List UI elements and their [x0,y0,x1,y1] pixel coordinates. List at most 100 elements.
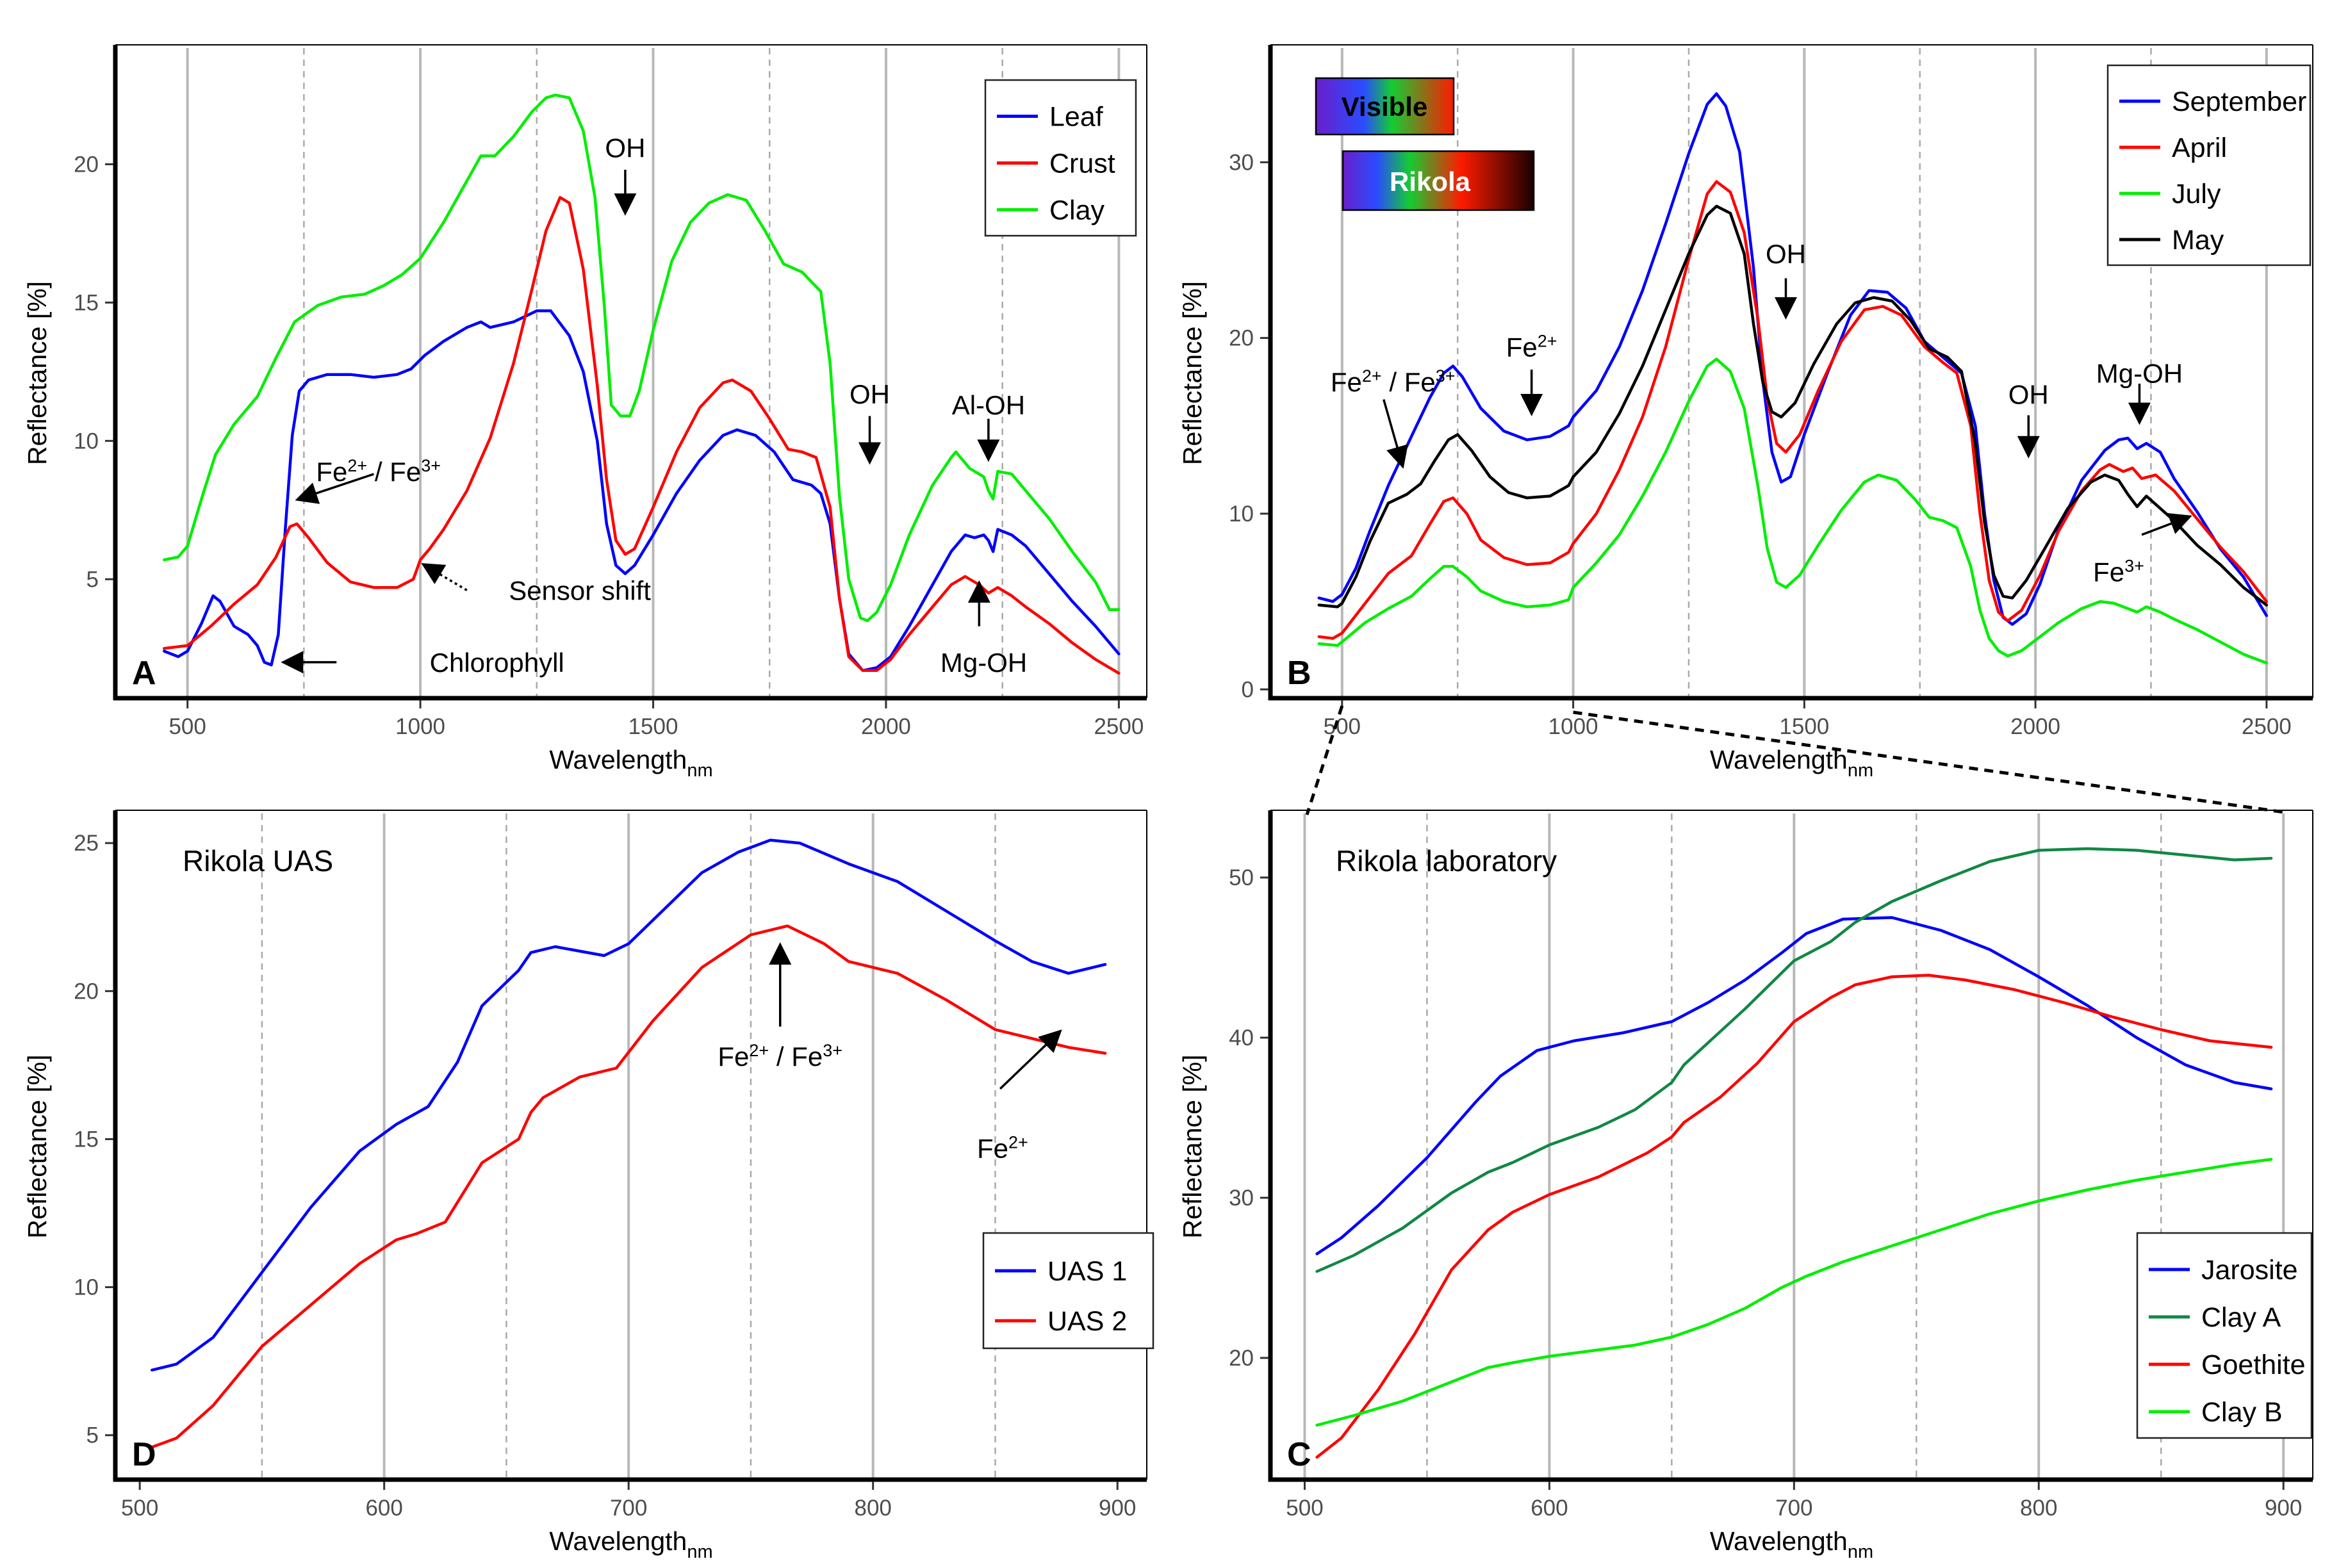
y-tick-label: 40 [1229,1025,1254,1050]
y-tick-label: 30 [1229,1186,1254,1211]
y-tick-label: 20 [74,979,99,1004]
inset-title: Rikola UAS [183,844,333,878]
y-tick-label: 10 [74,1275,99,1300]
legend-label: Leaf [1049,102,1104,133]
annotation-arrow [1383,399,1408,469]
legend-label: April [2172,133,2227,163]
y-tick-label: 30 [1229,150,1254,175]
y-tick-label: 5 [86,567,99,592]
x-tick-label: 800 [2020,1496,2057,1521]
annotation-arrow [2141,513,2192,536]
y-tick-label: 0 [1242,677,1254,702]
annotation-arrow [295,473,374,504]
legend-label: Clay [1049,195,1105,226]
x-tick-label: 1000 [1548,714,1598,739]
zoom-connector-right [1573,710,2285,814]
legend-label: Jarosite [2201,1255,2298,1286]
y-tick-label: 20 [74,152,99,177]
x-tick-label: 900 [2265,1496,2302,1521]
y-tick-label: 15 [74,1127,99,1152]
annotation-label: Mg-OH [2096,359,2183,389]
panel-a: 500 1000 1500 2000 2500 5 10 15 20 Wavelengthnm Re… [22,44,1147,781]
y-tick-label: 5 [86,1423,99,1448]
x-tick-label: 800 [854,1496,891,1521]
x-tick-label: 900 [1099,1496,1136,1521]
swatch-visible [1315,77,1455,136]
panel-letter: C [1287,1436,1311,1473]
annotation-label: OH [1766,239,1806,269]
series-line-clay [163,94,1121,623]
legend-label: UAS 2 [1047,1306,1127,1337]
x-axis-title: Wavelengthnm [1710,1526,1873,1562]
panel-letter: D [132,1436,156,1473]
panel-letter: B [1287,655,1311,692]
swatch-rikola-label: Rikola [1390,167,1471,197]
x-tick-label: 500 [168,714,206,739]
series-line-uas-1 [150,838,1107,1372]
series-line-leaf [163,309,1121,673]
y-axis-title: Reflectance [%] [1178,1054,1207,1238]
annotation-label: Fe2+ [977,1132,1028,1163]
y-axis-title: Reflectance [%] [22,281,52,465]
x-tick-label: 1500 [1779,714,1829,739]
x-tick-label: 2500 [1094,714,1144,739]
y-tick-label: 10 [1229,502,1254,527]
legend-label: Goethite [2201,1350,2306,1380]
legend-label: Crust [1049,149,1115,179]
panel-c: 500 600 700 800 900 20 30 40 50 Wavelengthnm Refle… [1178,810,2313,1562]
x-axis-title: Wavelengthnm [1710,745,1873,781]
x-tick-label: 2000 [2010,714,2060,739]
annotation-label: Mg-OH [940,648,1027,678]
series-line-clay-b [1315,1157,2273,1427]
series-line-clay-a [1315,847,2273,1273]
x-tick-label: 500 [1324,714,1361,739]
panel-d: 500 600 700 800 900 5 10 15 20 25 Wavelengthnm Refl… [22,810,1154,1562]
y-tick-label: 15 [74,290,99,315]
series-line-may [1317,204,2269,608]
annotation-label: OH [850,379,890,409]
legend-box [2106,64,2311,266]
x-axis-title: Wavelengthnm [549,745,712,781]
series-line-september [1317,92,2269,626]
panel-letter: A [132,655,156,692]
y-axis-title: Reflectance [%] [1178,281,1207,465]
swatch-rikola [1342,150,1535,211]
annotation-label: Fe3+ [2093,556,2144,587]
annotation-arrow [421,563,468,592]
annotation-label: Fe2+ / Fe3+ [718,1041,842,1072]
annotation-arrow [999,1029,1062,1090]
zoom-connector-left [1305,705,1344,815]
legend-label: September [2172,86,2306,117]
y-tick-label: 25 [74,831,99,856]
annotation-label: Fe2+ / Fe3+ [316,456,441,487]
legend-box [2136,1232,2313,1439]
annotation-label: Fe2+ / Fe3+ [1331,366,1456,397]
y-axis-title: Reflectance [%] [22,1054,52,1238]
series-line-july [1317,357,2269,665]
annotation-label: Al-OH [952,390,1025,420]
panel-b: 500 1000 1500 2000 2500 0 10 20 30 Wavelengthnm Re… [1178,44,2313,781]
legend-label: May [2172,225,2224,256]
annotation-label: Chlorophyll [430,648,564,678]
annotation-label: OH [2008,379,2049,409]
x-tick-label: 500 [121,1496,158,1521]
legend-box [982,1232,1154,1350]
swatch-visible-label: Visible [1342,92,1428,122]
y-tick-label: 10 [74,429,99,453]
x-tick-label: 1500 [628,714,678,739]
y-tick-label: 20 [1229,326,1254,351]
series-line-goethite [1315,974,2273,1459]
x-tick-label: 700 [610,1496,647,1521]
legend-label: Clay B [2201,1397,2283,1428]
series-line-uas-2 [150,924,1107,1449]
y-tick-label: 20 [1229,1346,1254,1371]
x-tick-label: 2000 [861,714,911,739]
x-tick-label: 1000 [395,714,445,739]
x-tick-label: 700 [1775,1496,1812,1521]
x-tick-label: 2500 [2242,714,2292,739]
annotation-label: Fe2+ [1506,331,1557,362]
legend-label: UAS 1 [1047,1256,1127,1287]
x-tick-label: 600 [365,1496,402,1521]
inset-title: Rikola laboratory [1336,844,1557,878]
